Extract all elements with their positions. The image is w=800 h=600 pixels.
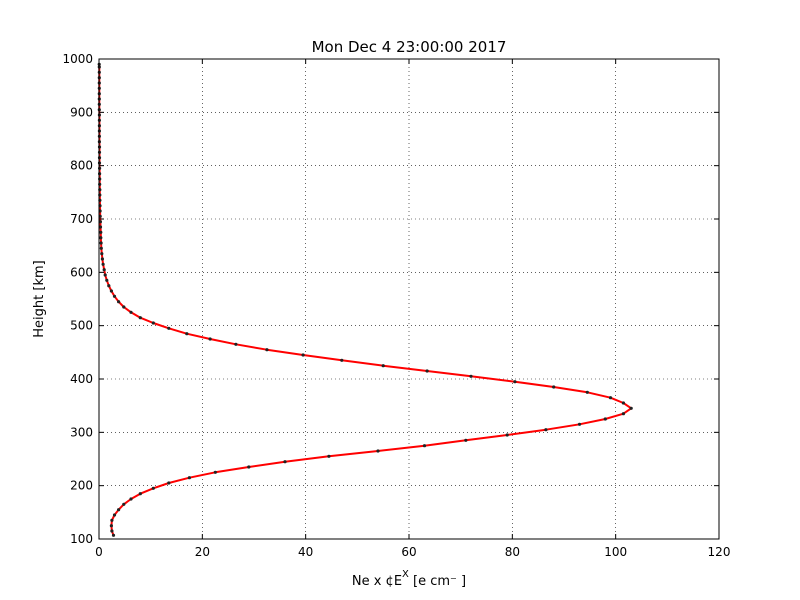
data-point	[129, 497, 133, 501]
data-point	[621, 412, 626, 416]
data-point	[99, 246, 103, 250]
x-axis-label-unit: [e cm⁻ ]	[409, 574, 466, 589]
x-axis: 0 20 40 60 80 100 120	[95, 59, 730, 559]
data-point	[283, 460, 287, 464]
data-point	[167, 326, 171, 330]
chart-title: Mon Dec 4 23:00:00 2017	[312, 38, 507, 56]
data-point	[111, 533, 116, 537]
x-tick-label: 120	[708, 545, 731, 559]
data-point	[340, 358, 344, 362]
data-point	[102, 268, 106, 272]
data-point	[100, 252, 104, 256]
y-tick-label: 700	[70, 212, 93, 226]
data-point	[621, 401, 626, 405]
data-point	[234, 342, 238, 346]
x-axis-label-superscript: X	[402, 569, 409, 580]
x-tick-label: 100	[604, 545, 627, 559]
data-point	[151, 321, 155, 325]
data-point	[577, 422, 582, 426]
data-point	[110, 529, 114, 533]
data-point	[469, 374, 473, 378]
y-tick-label: 100	[70, 532, 93, 546]
data-point	[603, 417, 607, 421]
data-point	[99, 230, 103, 234]
data-point	[105, 278, 109, 282]
y-axis-label: Height [km]	[32, 260, 47, 337]
data-point	[608, 396, 613, 400]
data-point	[112, 513, 117, 517]
data-point	[151, 486, 155, 490]
data-point	[505, 433, 509, 437]
data-point	[109, 289, 113, 293]
data-point	[122, 305, 126, 309]
data-point	[247, 465, 251, 469]
data-point	[381, 364, 385, 368]
data-point	[138, 492, 142, 496]
data-point	[101, 262, 105, 266]
y-tick-label: 400	[70, 372, 93, 386]
data-point	[98, 225, 103, 229]
data-point	[110, 518, 114, 522]
x-tick-label: 20	[195, 545, 210, 559]
data-point	[585, 390, 589, 394]
data-point	[107, 284, 111, 288]
y-tick-label: 1000	[62, 52, 93, 66]
data-point	[98, 166, 102, 170]
y-tick-label: 600	[70, 265, 93, 279]
data-point	[327, 454, 331, 458]
x-tick-label: 60	[401, 545, 416, 559]
data-point	[187, 476, 191, 480]
x-axis-label: Ne x ¢EX [e cm⁻ ]	[352, 569, 466, 589]
x-tick-label: 40	[298, 545, 313, 559]
data-point	[117, 508, 121, 512]
data-point	[376, 449, 380, 453]
data-point	[138, 316, 142, 320]
data-point	[301, 353, 305, 357]
x-axis-label-main: Ne x ¢E	[352, 574, 402, 589]
y-tick-label: 300	[70, 425, 93, 439]
data-point	[425, 369, 429, 373]
data-point	[544, 428, 548, 432]
y-tick-label: 500	[70, 319, 93, 333]
y-tick-label: 800	[70, 159, 93, 173]
data-point	[265, 348, 269, 352]
data-point	[513, 380, 517, 384]
x-tick-label: 0	[95, 545, 103, 559]
data-point	[208, 337, 212, 341]
data-point	[100, 257, 104, 261]
data-point	[98, 172, 102, 176]
y-tick-label: 200	[70, 479, 93, 493]
y-tick-label: 900	[70, 105, 93, 119]
data-point	[552, 385, 556, 389]
y-axis: 100 200 300 400 500 600 700 800 900 1000	[62, 52, 719, 546]
data-point	[629, 406, 633, 410]
data-point	[422, 444, 427, 448]
data-point	[109, 524, 113, 528]
data-point	[464, 438, 468, 442]
data-point	[99, 241, 103, 245]
data-point	[185, 332, 189, 336]
x-tick-label: 80	[505, 545, 520, 559]
data-point	[129, 310, 133, 314]
data-point	[122, 502, 126, 506]
data-point	[117, 300, 121, 304]
data-point	[99, 236, 103, 240]
data-point	[103, 273, 107, 277]
data-point	[213, 470, 217, 474]
data-point	[98, 220, 102, 224]
data-point	[112, 294, 117, 298]
data-point	[167, 481, 171, 485]
